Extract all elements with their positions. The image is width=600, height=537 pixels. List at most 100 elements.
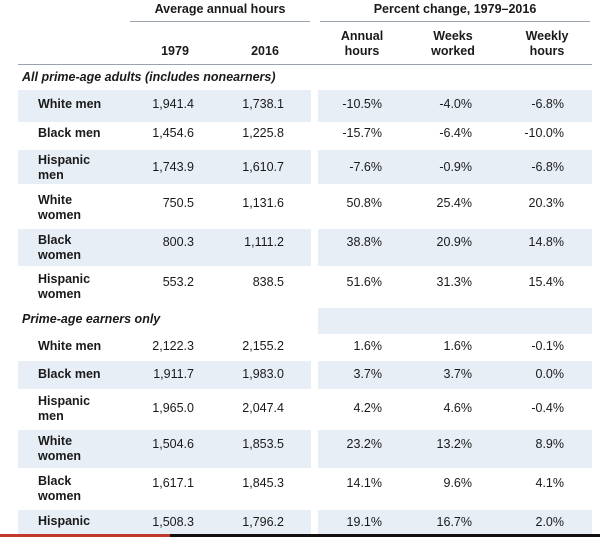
cell-weekly: 20.3% bbox=[528, 196, 564, 210]
cell-weekly: -10.0% bbox=[524, 126, 564, 140]
cell-annual: 1.6% bbox=[353, 339, 383, 353]
bottom-edge-accent bbox=[0, 534, 170, 537]
cell-annual: 50.8% bbox=[346, 196, 382, 210]
cell-weekly: -0.1% bbox=[531, 339, 564, 353]
cell-2016: 838.5 bbox=[252, 275, 284, 289]
cell-weeks: 20.9% bbox=[436, 235, 472, 249]
band bbox=[318, 361, 592, 389]
section-title-earners: Prime-age earners only bbox=[22, 312, 161, 326]
cell-2016: 2,155.2 bbox=[242, 339, 284, 353]
row-label: Hispanic bbox=[38, 514, 91, 528]
cell-weekly: 2.0% bbox=[535, 515, 565, 529]
row-label: Black women bbox=[38, 474, 82, 503]
cell-2016: 1,853.5 bbox=[242, 437, 284, 451]
cell-weeks: 31.3% bbox=[436, 275, 472, 289]
cell-2016: 1,111.2 bbox=[244, 235, 284, 249]
cell-1979: 2,122.3 bbox=[152, 339, 194, 353]
cell-weeks: 4.6% bbox=[443, 401, 473, 415]
section-title-all-adults: All prime-age adults (includes nonearner… bbox=[22, 70, 276, 84]
cell-annual: 4.2% bbox=[353, 401, 383, 415]
cell-annual: 14.1% bbox=[346, 476, 382, 490]
cell-weekly: 15.4% bbox=[528, 275, 564, 289]
cell-annual: 23.2% bbox=[346, 437, 382, 451]
column-header-weekly-line1: Weekly bbox=[525, 29, 569, 43]
cell-annual: 51.6% bbox=[346, 275, 382, 289]
band bbox=[18, 229, 311, 266]
cell-1979: 553.2 bbox=[162, 275, 194, 289]
band bbox=[18, 361, 311, 389]
cell-1979: 1,454.6 bbox=[152, 126, 194, 140]
cell-1979: 1,504.6 bbox=[152, 437, 194, 451]
row-label: Hispanic men bbox=[38, 153, 91, 182]
row-label: White men bbox=[38, 339, 102, 353]
bottom-edge-strip bbox=[0, 534, 600, 537]
cell-2016: 1,738.1 bbox=[242, 97, 284, 111]
cell-annual: 38.8% bbox=[346, 235, 382, 249]
row-label: Black women bbox=[38, 233, 82, 262]
cell-weeks: -0.9% bbox=[439, 160, 472, 174]
column-header-weeks: Weeks worked bbox=[418, 29, 488, 59]
cell-1979: 1,941.4 bbox=[152, 97, 194, 111]
column-header-annual-line1: Annual bbox=[340, 29, 384, 43]
band bbox=[318, 430, 592, 468]
group-header-percent: Percent change, 1979–2016 bbox=[373, 2, 537, 16]
cell-2016: 2,047.4 bbox=[242, 401, 284, 415]
band bbox=[18, 430, 311, 468]
cell-weekly: 4.1% bbox=[535, 476, 565, 490]
cell-weeks: 9.6% bbox=[443, 476, 473, 490]
cell-weeks: 1.6% bbox=[443, 339, 473, 353]
cell-annual: -7.6% bbox=[349, 160, 382, 174]
row-label: Hispanic women bbox=[38, 272, 91, 301]
cell-weeks: 13.2% bbox=[436, 437, 472, 451]
column-header-weekly: Weekly hours bbox=[512, 29, 582, 59]
row-label: Black men bbox=[38, 126, 101, 140]
band bbox=[318, 510, 592, 534]
cell-weeks: -4.0% bbox=[439, 97, 472, 111]
cell-1979: 1,911.7 bbox=[153, 367, 194, 381]
group-rule bbox=[130, 21, 310, 22]
band bbox=[318, 90, 592, 122]
row-label: Hispanic men bbox=[38, 394, 91, 423]
group-header-average: Average annual hours bbox=[154, 2, 286, 16]
column-header-1979: 1979 bbox=[161, 44, 189, 58]
band bbox=[318, 308, 592, 334]
band bbox=[18, 510, 311, 534]
row-label: White women bbox=[38, 434, 82, 463]
cell-annual: -10.5% bbox=[342, 97, 382, 111]
cell-1979: 1,965.0 bbox=[152, 401, 194, 415]
row-label: White men bbox=[38, 97, 102, 111]
cell-weeks: -6.4% bbox=[439, 126, 472, 140]
column-header-annual-line2: hours bbox=[344, 44, 380, 58]
cell-annual: -15.7% bbox=[342, 126, 382, 140]
column-header-weeks-line1: Weeks bbox=[433, 29, 473, 43]
cell-weeks: 16.7% bbox=[436, 515, 472, 529]
group-rule bbox=[320, 21, 590, 22]
cell-weeks: 25.4% bbox=[436, 196, 472, 210]
cell-weekly: 8.9% bbox=[535, 437, 565, 451]
band bbox=[318, 150, 592, 184]
cell-1979: 1,617.1 bbox=[152, 476, 194, 490]
cell-weeks: 3.7% bbox=[443, 367, 473, 381]
band bbox=[318, 229, 592, 266]
row-label: White women bbox=[38, 193, 82, 222]
cell-weekly: -6.8% bbox=[531, 160, 564, 174]
cell-2016: 1,225.8 bbox=[242, 126, 284, 140]
cell-annual: 3.7% bbox=[353, 367, 383, 381]
cell-weekly: 14.8% bbox=[528, 235, 564, 249]
row-label: Black men bbox=[38, 367, 101, 381]
cell-2016: 1,796.2 bbox=[242, 515, 284, 529]
column-header-2016: 2016 bbox=[251, 44, 279, 58]
cell-1979: 1,508.3 bbox=[152, 515, 194, 529]
cell-weekly: -6.8% bbox=[531, 97, 564, 111]
cell-2016: 1,610.7 bbox=[242, 160, 284, 174]
cell-1979: 750.5 bbox=[162, 196, 194, 210]
column-header-annual: Annual hours bbox=[327, 29, 397, 59]
column-header-weeks-line2: worked bbox=[431, 44, 475, 58]
cell-1979: 800.3 bbox=[162, 235, 194, 249]
cell-annual: 19.1% bbox=[346, 515, 382, 529]
cell-1979: 1,743.9 bbox=[152, 160, 194, 174]
cell-weekly: -0.4% bbox=[531, 401, 564, 415]
cell-2016: 1,983.0 bbox=[242, 367, 284, 381]
band bbox=[18, 90, 311, 122]
